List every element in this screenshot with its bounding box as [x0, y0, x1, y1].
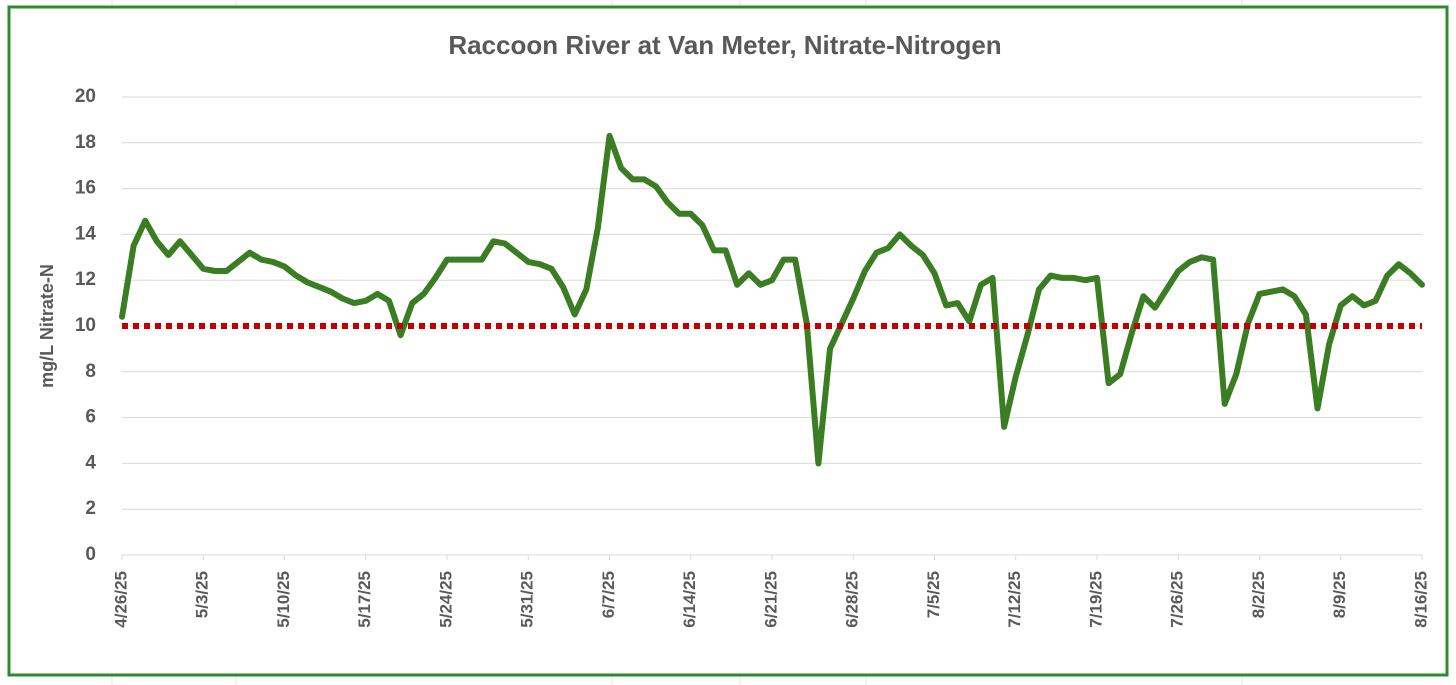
- x-tick-label: 6/21/25: [761, 571, 780, 628]
- y-tick-label: 14: [75, 223, 97, 244]
- x-tick-label: 8/9/25: [1330, 571, 1349, 618]
- y-tick-label: 8: [85, 361, 96, 382]
- y-axis-label: mg/L Nitrate-N: [37, 264, 57, 388]
- data-line: [119, 132, 1425, 467]
- y-tick-label: 12: [75, 269, 96, 290]
- y-tick-label: 4: [85, 452, 96, 473]
- x-tick-label: 7/12/25: [1005, 571, 1024, 628]
- x-tick-label: 6/14/25: [680, 571, 699, 628]
- y-tick-label: 6: [85, 407, 96, 428]
- x-tick-label: 4/26/25: [111, 571, 130, 628]
- y-tick-label: 16: [75, 178, 96, 199]
- x-tick-label: 8/2/25: [1249, 571, 1268, 618]
- x-tick-label: 7/19/25: [1086, 571, 1105, 628]
- x-tick-label: 7/26/25: [1168, 571, 1187, 628]
- y-tick-label: 2: [85, 498, 96, 519]
- chart-frame: [7, 5, 1449, 677]
- x-tick-label: 6/28/25: [843, 571, 862, 628]
- x-tick-label: 6/7/25: [599, 571, 618, 618]
- x-tick-label: 5/3/25: [193, 571, 212, 618]
- x-tick-label: 7/5/25: [924, 571, 943, 618]
- y-tick-label: 18: [75, 132, 96, 153]
- x-tick-label: 5/24/25: [436, 571, 455, 628]
- y-tick-label: 20: [75, 86, 96, 107]
- x-tick-label: 5/31/25: [518, 571, 537, 628]
- y-tick-label: 10: [75, 315, 96, 336]
- x-tick-label: 5/17/25: [355, 571, 374, 628]
- x-tick-label: 8/16/25: [1411, 571, 1430, 628]
- x-tick-label: 5/10/25: [274, 571, 293, 628]
- chart-title: Raccoon River at Van Meter, Nitrate-Nitr…: [448, 30, 1001, 60]
- y-tick-label: 0: [85, 544, 96, 565]
